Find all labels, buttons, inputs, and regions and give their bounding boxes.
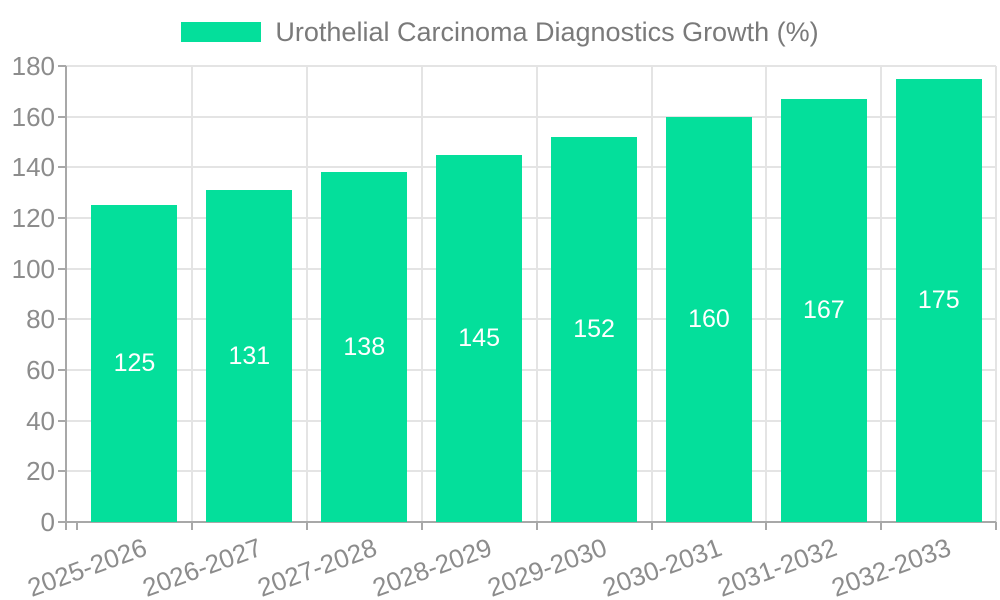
x-axis-tick — [305, 522, 308, 530]
gridline-vertical — [880, 66, 883, 522]
y-axis-tick — [58, 217, 66, 219]
bar[interactable]: 138 — [321, 172, 408, 522]
bar-value-label: 160 — [688, 304, 730, 333]
y-axis-tick — [58, 166, 66, 169]
y-axis-line — [65, 66, 67, 530]
y-axis-tick — [58, 369, 66, 371]
y-axis-label: 40 — [26, 405, 55, 436]
x-axis-line — [65, 521, 997, 523]
bar[interactable]: 131 — [206, 190, 293, 522]
gridline-vertical — [995, 66, 998, 522]
bar-value-label: 125 — [113, 349, 156, 378]
bar-value-label: 167 — [802, 295, 845, 324]
gridline-vertical — [420, 66, 423, 522]
legend-swatch — [181, 22, 262, 42]
x-axis-label: 2026-2027 — [138, 532, 266, 600]
bar-value-label: 138 — [343, 332, 386, 361]
x-axis-tick — [765, 522, 768, 530]
gridline-horizontal — [66, 369, 997, 371]
y-axis-tick — [58, 318, 66, 321]
bar[interactable]: 145 — [436, 154, 523, 522]
gridline-horizontal — [66, 115, 997, 118]
legend-label: Urothelial Carcinoma Diagnostics Growth … — [275, 17, 819, 47]
gridline-horizontal — [66, 65, 997, 67]
bar-value-label: 131 — [228, 341, 271, 370]
gridline-vertical — [535, 66, 538, 522]
x-axis-tick — [535, 522, 538, 530]
y-axis-label: 140 — [11, 152, 55, 183]
y-axis-tick — [58, 521, 66, 523]
y-axis-label: 100 — [11, 253, 55, 284]
y-axis-label: 0 — [40, 507, 55, 537]
x-axis-label: 2025-2026 — [23, 532, 151, 600]
bar[interactable]: 167 — [780, 98, 867, 522]
x-axis-label: 2031-2032 — [712, 532, 841, 600]
gridline-vertical — [650, 66, 653, 522]
y-axis-tick — [58, 65, 66, 67]
x-axis-label: 2028-2029 — [368, 532, 496, 600]
gridline-horizontal — [66, 217, 997, 219]
bar[interactable]: 160 — [665, 116, 752, 522]
gridline-vertical — [190, 66, 193, 522]
y-axis-tick — [58, 267, 66, 270]
gridline-horizontal — [66, 318, 997, 321]
y-axis-tick — [58, 115, 66, 118]
legend: Urothelial Carcinoma Diagnostics Growth … — [0, 17, 1000, 47]
gridline-vertical — [305, 66, 308, 522]
gridline-horizontal — [66, 267, 997, 270]
y-axis-label: 20 — [26, 456, 55, 487]
x-axis-tick — [420, 522, 423, 530]
y-axis-label: 180 — [11, 51, 55, 81]
y-axis-label: 160 — [11, 101, 55, 132]
bar-value-label: 175 — [917, 285, 960, 314]
x-axis-tick — [880, 522, 883, 530]
bar[interactable]: 175 — [895, 78, 982, 522]
x-axis-label: 2030-2031 — [598, 532, 726, 600]
y-axis-label: 60 — [26, 355, 55, 385]
y-axis-tick — [58, 419, 66, 422]
gridline-vertical — [765, 66, 768, 522]
gridline-horizontal — [66, 470, 997, 473]
bar[interactable]: 125 — [91, 205, 178, 522]
y-axis-label: 120 — [11, 203, 55, 233]
x-axis-label: 2032-2033 — [827, 532, 956, 600]
x-axis-tick — [190, 522, 193, 530]
legend-item[interactable]: Urothelial Carcinoma Diagnostics Growth … — [181, 17, 819, 47]
x-axis-label: 2029-2030 — [483, 532, 611, 600]
gridline-horizontal — [66, 419, 997, 422]
bar[interactable]: 152 — [551, 136, 638, 522]
x-axis-tick — [650, 522, 653, 530]
x-axis-label: 2027-2028 — [253, 532, 381, 600]
x-axis-tick — [76, 522, 78, 530]
y-axis-label: 80 — [26, 304, 55, 335]
gridline-horizontal — [66, 166, 997, 169]
y-axis-tick — [58, 470, 66, 473]
bar-value-label: 145 — [458, 323, 500, 352]
x-axis-tick — [995, 522, 998, 530]
bar-value-label: 152 — [573, 314, 615, 343]
